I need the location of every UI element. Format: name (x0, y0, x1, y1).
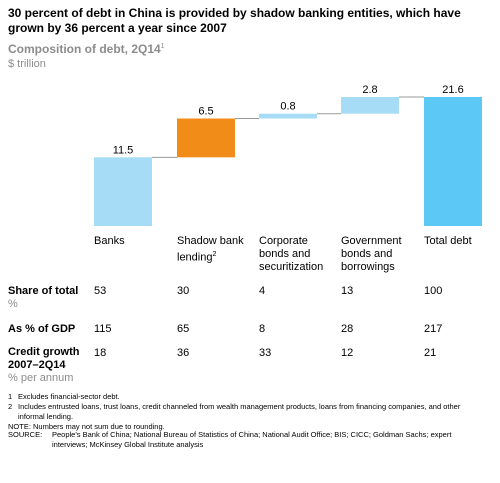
share-government: 13 (341, 285, 354, 297)
footnote-1-number: 1 (8, 392, 13, 401)
source-text: People's Bank of China; National Bureau … (52, 430, 452, 449)
chart-title: 30 percent of debt in China is provided … (8, 6, 461, 35)
row-label-growth: Credit growth 2007–2Q14% per annum (8, 346, 88, 385)
growth-total: 21 (424, 347, 437, 359)
category-shadow-text: Shadow bank lending (177, 235, 244, 264)
share-shadow: 30 (177, 285, 190, 297)
share-corporate: 4 (259, 285, 266, 297)
footnote-1-text: Excludes financial-sector debt. (18, 392, 120, 401)
chart-subtitle: Composition of debt, 2Q141 (8, 42, 165, 56)
growth-banks: 18 (94, 347, 107, 359)
bar-total-debt (424, 97, 482, 226)
row-unit-share: % (8, 298, 18, 310)
value-label-shadow-bank-lending: 6.5 (198, 106, 213, 118)
chart-unit: $ trillion (8, 58, 46, 70)
gdp-total: 217 (424, 323, 443, 335)
row-label-gdp: As % of GDP (8, 323, 76, 335)
source-note: SOURCE: People's Bank of China; National … (8, 430, 478, 450)
share-total: 100 (424, 285, 443, 297)
category-total-debt: Total debt (424, 235, 472, 247)
bar-government-bonds (341, 97, 399, 114)
bar-shadow-bank-lending (177, 118, 235, 158)
category-corporate-bonds: Corporate bonds and securitization (259, 235, 324, 273)
bar-banks (94, 157, 152, 226)
value-label-banks: 11.5 (113, 144, 134, 156)
source-label: SOURCE: (8, 430, 43, 439)
row-unit-growth: % per annum (8, 372, 74, 384)
waterfall-chart: 11.5 6.5 0.8 2.8 21.6 (94, 84, 482, 226)
row-label-share: Share of total% (8, 285, 78, 311)
category-banks: Banks (94, 235, 125, 247)
row-label-growth-text: Credit growth 2007–2Q14 (8, 346, 80, 371)
growth-government: 12 (341, 347, 354, 359)
subtitle-footnote-marker: 1 (160, 43, 165, 50)
bar-corporate-bonds (259, 113, 317, 119)
gdp-shadow: 65 (177, 323, 190, 335)
category-government-bonds: Government bonds and borrowings (341, 235, 402, 273)
row-label-share-text: Share of total (8, 285, 79, 297)
gdp-corporate: 8 (259, 323, 266, 335)
value-label-total-debt: 21.6 (442, 84, 463, 96)
footnote-2-number: 2 (8, 402, 13, 411)
value-label-government-bonds: 2.8 (362, 84, 377, 96)
footnote-2: 2 Includes entrusted loans, trust loans, … (8, 402, 488, 422)
gdp-government: 28 (341, 323, 354, 335)
growth-corporate: 33 (259, 347, 272, 359)
footnote-1: 1 Excludes financial-sector debt. (8, 392, 120, 402)
growth-shadow: 36 (177, 347, 190, 359)
category-shadow-footnote-marker: 2 (212, 251, 217, 258)
value-label-corporate-bonds: 0.8 (280, 101, 295, 113)
category-shadow-bank-lending: Shadow bank lending2 (177, 235, 257, 265)
footnote-2-text: Includes entrusted loans, trust loans, c… (18, 402, 461, 421)
footnote-note: NOTE: Numbers may not sum due to roundin… (8, 422, 165, 431)
gdp-banks: 115 (94, 323, 112, 335)
share-banks: 53 (94, 285, 107, 297)
subtitle-text: Composition of debt, 2Q14 (8, 42, 161, 56)
